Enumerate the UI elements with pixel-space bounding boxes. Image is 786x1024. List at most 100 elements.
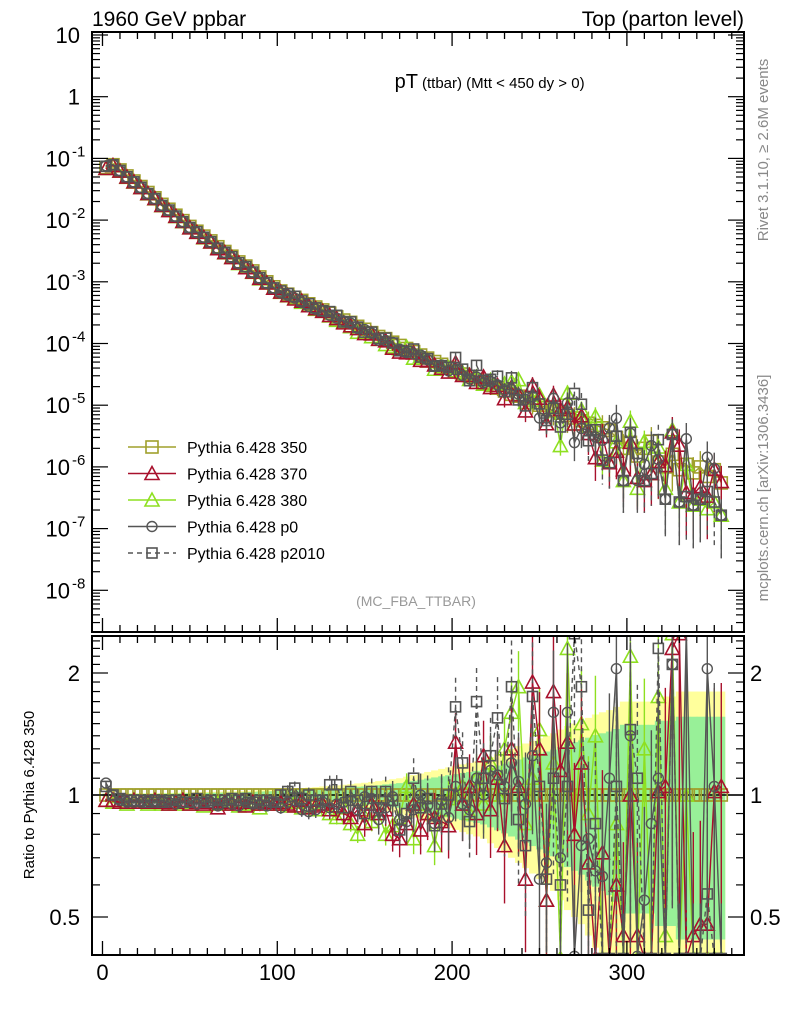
data-point-p0 (296, 296, 308, 309)
ratio-point-380 (398, 777, 415, 794)
ratio-point-p0 (275, 802, 287, 814)
y-tick-exponent: -6 (72, 452, 85, 469)
data-point-p0 (610, 412, 623, 424)
data-point-p0 (177, 216, 189, 228)
ratio-point-380 (363, 812, 381, 829)
data-point-p0 (149, 193, 161, 205)
y-tick-exponent: -2 (72, 205, 85, 222)
ratio-point-p0 (345, 794, 357, 807)
ratio-point-p0 (449, 780, 462, 793)
ratio-point-380 (405, 830, 422, 846)
y-tick-label: 10 (46, 270, 70, 295)
data-point-p0 (624, 427, 637, 440)
ratio-point-p0 (414, 789, 427, 801)
ratio-point-p0 (226, 798, 238, 810)
data-point-p2010 (575, 398, 588, 411)
plot-title-sub: (ttbar) (Mtt < 450 dy > 0) (422, 75, 585, 92)
ratio-point-p0 (317, 796, 329, 808)
data-point-p0 (275, 287, 287, 299)
ratio-point-p0 (219, 796, 231, 808)
ratio-point-p2010 (652, 642, 665, 655)
data-point-p0 (421, 354, 434, 366)
data-point-p0 (400, 346, 413, 359)
ratio-point-p0 (142, 794, 154, 807)
y-tick-label: 10 (56, 23, 80, 48)
ratio-y-tick-label-left: 1 (68, 783, 80, 808)
data-point-p0 (372, 334, 385, 346)
ratio-point-p0 (477, 789, 490, 801)
data-point-p0 (617, 474, 630, 487)
data-point-p0 (519, 393, 532, 406)
ratio-point-p0 (631, 950, 643, 955)
ratio-point-p0 (708, 780, 720, 793)
ratio-point-p0 (470, 772, 483, 784)
ratio-point-p0 (247, 798, 259, 810)
ratio-point-p2010 (449, 701, 462, 713)
ratio-point-p2010 (407, 772, 420, 785)
ratio-point-370 (384, 825, 401, 842)
y-tick-exponent: -1 (72, 143, 85, 160)
y-tick-label: 10 (46, 332, 70, 357)
data-point-p0 (247, 266, 259, 279)
ratio-point-p0 (491, 769, 504, 781)
data-point-370 (111, 162, 129, 178)
ratio-point-p0 (435, 794, 448, 807)
data-point-p0 (365, 327, 378, 339)
data-point-p0 (379, 334, 392, 347)
ratio-point-p0 (177, 796, 189, 808)
data-point-370 (587, 449, 604, 465)
data-point-p0 (282, 289, 294, 301)
ratio-point-p0 (121, 796, 133, 808)
ratio-point-p0 (505, 757, 518, 769)
ratio-point-p0 (540, 857, 553, 869)
ratio-point-p2010 (526, 690, 539, 703)
data-point-p0 (533, 412, 546, 424)
ratio-point-p0 (365, 792, 378, 805)
y-tick-label: 10 (46, 208, 70, 233)
ratio-point-370 (146, 791, 164, 808)
ratio-y-tick-label-left: 0.5 (49, 905, 80, 930)
ratio-point-p0 (701, 662, 713, 675)
data-point-p0 (526, 390, 539, 403)
data-point-p0 (338, 315, 350, 327)
data-point-p0 (582, 424, 595, 436)
legend-marker-p2010 (146, 547, 158, 559)
data-point-p0 (652, 453, 665, 466)
ratio-point-380 (321, 804, 339, 821)
data-point-p0 (708, 462, 720, 475)
data-point-370 (349, 319, 367, 336)
ratio-point-p0 (289, 794, 301, 807)
ratio-point-380 (349, 825, 367, 842)
ratio-point-p0 (624, 730, 637, 742)
data-point-p0 (687, 499, 700, 511)
ratio-point-p0 (681, 625, 691, 635)
ratio-point-p0 (268, 796, 280, 808)
data-point-p0 (142, 187, 154, 200)
ratio-point-p2010 (323, 778, 336, 791)
legend-label-380: Pythia 6.428 380 (187, 493, 307, 510)
data-point-p0 (428, 360, 441, 372)
ratio-point-p0 (575, 839, 588, 852)
data-point-370 (496, 390, 513, 406)
ratio-point-p0 (114, 794, 126, 807)
ratio-point-p2010 (274, 789, 287, 801)
ratio-point-p2010 (505, 680, 518, 693)
ratio-y-tick-label-right: 0.5 (750, 905, 781, 930)
ratio-point-p0 (149, 796, 161, 808)
ratio-point-p0 (135, 796, 147, 808)
legend-marker-370 (143, 464, 161, 481)
ratio-point-p0 (652, 772, 665, 784)
data-point-p0 (386, 336, 399, 349)
data-point-380 (636, 432, 653, 449)
ratio-point-p0 (695, 952, 705, 955)
ratio-y-tick-label-right: 2 (750, 661, 762, 686)
ratio-point-p0 (170, 798, 182, 810)
data-point-p0 (456, 369, 469, 382)
data-point-p0 (701, 451, 713, 463)
ratio-point-p0 (100, 777, 112, 789)
data-point-p0 (114, 165, 126, 177)
ratio-point-p0 (324, 802, 336, 814)
legend-label-350: Pythia 6.428 350 (187, 440, 307, 457)
data-point-p0 (393, 343, 406, 355)
